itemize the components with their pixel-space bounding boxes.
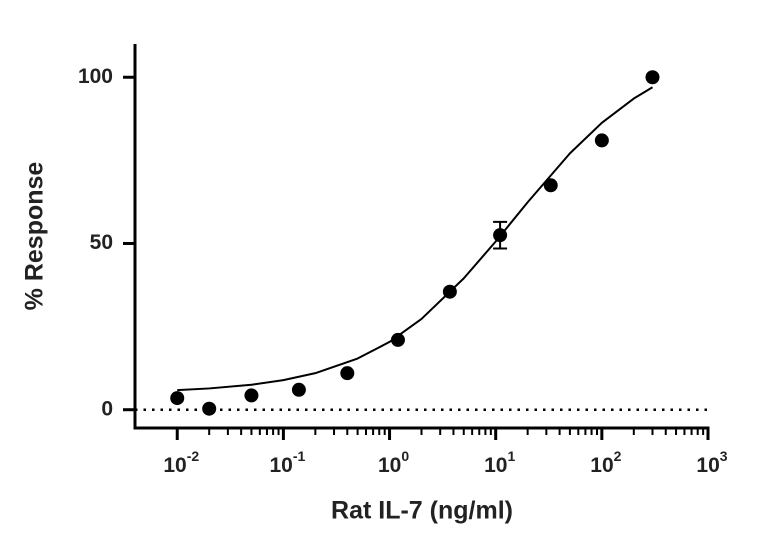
data-point (202, 401, 217, 416)
x-tick-base: 10 (163, 454, 186, 477)
x-tick-exponent: -1 (293, 448, 306, 464)
x-tick-base: 10 (378, 454, 401, 477)
x-tick-label: 100 (378, 448, 409, 477)
data-point (543, 178, 558, 193)
data-point (390, 332, 405, 347)
x-axis-title: Rat IL-7 (ng/ml) (331, 497, 513, 525)
x-tick-exponent: 1 (507, 448, 515, 464)
data-point (291, 382, 306, 397)
x-tick-base: 10 (484, 454, 507, 477)
x-tick-exponent: 2 (614, 448, 622, 464)
x-tick-exponent: 3 (720, 448, 728, 464)
x-tick-base: 10 (590, 454, 613, 477)
y-axis-title: % Response (21, 162, 49, 311)
x-tick-label: 103 (696, 448, 727, 477)
y-tick-label: 100 (78, 65, 113, 88)
data-point (244, 388, 259, 403)
x-tick-exponent: 0 (401, 448, 409, 464)
data-point (594, 133, 609, 148)
x-tick-label: 101 (484, 448, 515, 477)
x-tick-base: 10 (696, 454, 719, 477)
data-point (170, 391, 185, 406)
x-tick-base: 10 (269, 454, 292, 477)
data-point (645, 70, 660, 85)
y-tick-label: 50 (90, 231, 113, 254)
data-point (340, 366, 355, 381)
x-tick-label: 10-2 (163, 448, 199, 477)
x-tick-label: 102 (590, 448, 621, 477)
x-tick-exponent: -2 (187, 448, 200, 464)
y-tick-label: 0 (101, 397, 113, 420)
fit-curve (177, 86, 654, 392)
x-tick-label: 10-1 (269, 448, 305, 477)
